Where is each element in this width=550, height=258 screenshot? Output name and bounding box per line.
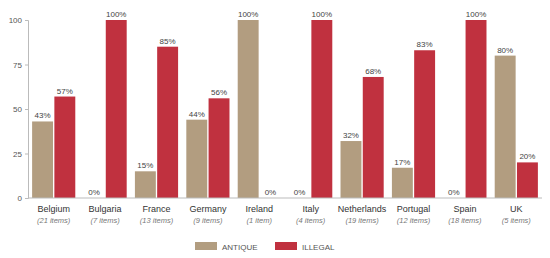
data-label: 100% xyxy=(466,10,486,19)
bar xyxy=(157,47,178,198)
y-axis: 0 25 50 75 100 xyxy=(9,16,29,203)
data-label: 0% xyxy=(294,188,306,197)
bars xyxy=(32,20,538,198)
data-label: 100% xyxy=(238,10,258,19)
data-label: 0% xyxy=(265,188,277,197)
category-subtitle: (7 items) xyxy=(91,216,121,225)
bar xyxy=(238,20,259,198)
data-label: 56% xyxy=(211,88,227,97)
category-subtitle: (4 items) xyxy=(296,216,326,225)
tick-label: 100 xyxy=(9,16,23,25)
tick: 100 xyxy=(9,16,28,25)
baseline xyxy=(28,198,542,199)
chart-container: 0 25 50 75 100 43% 0% 15% 44% 100% 0% 32% 17% 0% 80% 57… xyxy=(0,0,550,258)
bar xyxy=(311,20,332,198)
data-label: 15% xyxy=(137,161,153,170)
tick: 75 xyxy=(13,61,28,70)
tick-mark xyxy=(25,20,28,21)
category-label: UK xyxy=(510,204,523,214)
category-label: Germany xyxy=(189,204,227,214)
tick-mark xyxy=(25,65,28,66)
tick-mark xyxy=(25,198,28,199)
axis-line xyxy=(25,21,29,199)
tick-label: 25 xyxy=(13,150,22,159)
data-label: 0% xyxy=(448,188,460,197)
data-label: 57% xyxy=(57,87,73,96)
data-label: 100% xyxy=(106,10,126,19)
bar xyxy=(32,121,53,198)
bar xyxy=(341,141,362,198)
tick-label: 75 xyxy=(13,61,22,70)
data-label: 83% xyxy=(417,40,433,49)
bar xyxy=(517,162,538,198)
x-axis: Belgium (21 items) Bulgaria (7 items) France… xyxy=(37,204,531,225)
category-subtitle: (21 items) xyxy=(37,216,71,225)
data-label: 0% xyxy=(88,188,100,197)
tick: 0 xyxy=(18,194,28,203)
data-labels: 43% 0% 15% 44% 100% 0% 32% 17% 0% 80% 57% 100% 85% 56… xyxy=(35,10,536,197)
bar xyxy=(135,171,156,198)
chart-svg: 0 25 50 75 100 43% 0% 15% 44% 100% 0% 32% 17% 0% 80% 57… xyxy=(0,0,550,258)
bar xyxy=(106,20,127,198)
data-label: 44% xyxy=(189,110,205,119)
tick-mark xyxy=(25,154,28,155)
category-subtitle: (18 items) xyxy=(448,216,482,225)
data-label: 85% xyxy=(160,37,176,46)
tick-label: 0 xyxy=(18,194,23,203)
category-label: Portugal xyxy=(397,204,431,214)
bar xyxy=(186,120,207,198)
bar xyxy=(209,98,230,198)
tick-mark xyxy=(25,109,28,110)
category-subtitle: (12 items) xyxy=(397,216,431,225)
bar xyxy=(414,50,435,198)
tick-label: 50 xyxy=(13,105,22,114)
category-label: Ireland xyxy=(246,204,274,214)
legend-swatch xyxy=(195,242,217,250)
bar xyxy=(392,168,413,198)
tick: 25 xyxy=(13,150,28,159)
legend-label: ILLEGAL xyxy=(302,243,335,252)
category-label: Netherlands xyxy=(338,204,387,214)
tick: 50 xyxy=(13,105,28,114)
bar xyxy=(54,97,75,198)
category-label: Bulgaria xyxy=(89,204,122,214)
data-label: 68% xyxy=(365,67,381,76)
data-label: 32% xyxy=(343,131,359,140)
category-label: Belgium xyxy=(37,204,70,214)
data-label: 17% xyxy=(394,158,410,167)
category-subtitle: (5 items) xyxy=(502,216,532,225)
legend-label: ANTIQUE xyxy=(222,243,258,252)
data-label: 80% xyxy=(497,46,513,55)
bar xyxy=(495,56,516,198)
legend-swatch xyxy=(275,242,297,250)
category-label: Italy xyxy=(302,204,319,214)
category-subtitle: (9 items) xyxy=(193,216,223,225)
bar xyxy=(363,77,384,198)
legend: ANTIQUE ILLEGAL xyxy=(195,242,335,252)
category-subtitle: (19 items) xyxy=(345,216,379,225)
category-subtitle: (1 item) xyxy=(247,216,273,225)
bar xyxy=(466,20,487,198)
category-subtitle: (13 items) xyxy=(140,216,174,225)
data-label: 43% xyxy=(35,111,51,120)
data-label: 20% xyxy=(519,152,535,161)
category-label: France xyxy=(142,204,170,214)
category-label: Spain xyxy=(453,204,476,214)
data-label: 100% xyxy=(312,10,332,19)
